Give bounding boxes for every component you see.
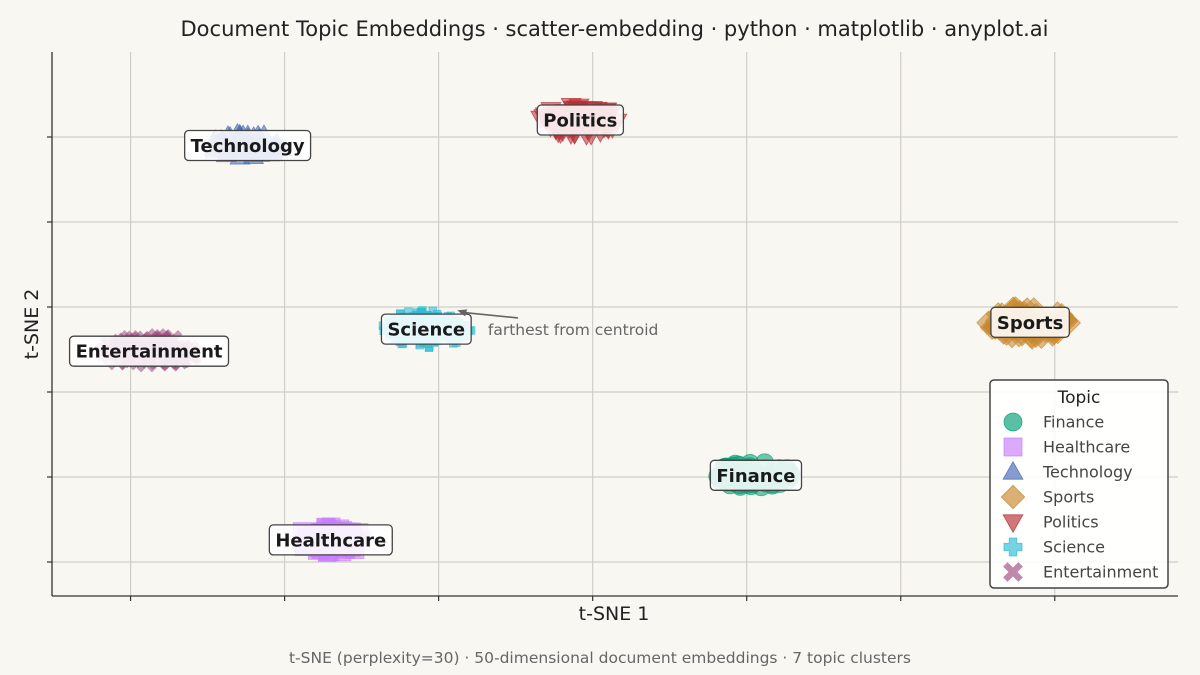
y-axis-label: t-SNE 2 [21,289,43,360]
cluster-label-box [990,306,1070,338]
cluster-label-science: Science [380,313,472,345]
legend-marker-science [1003,537,1023,557]
legend-entry-sports: Sports [1043,488,1094,507]
legend-entry-entertainment: Entertainment [1043,563,1158,582]
chart-title: Document Topic Embeddings · scatter-embe… [180,17,1049,41]
cluster-label-text: Finance [716,466,795,487]
legend-marker-politics [1002,514,1024,534]
cluster-label-text: Technology [191,136,305,157]
legend-marker-finance [1003,412,1023,432]
annotation: farthest from centroid [457,309,658,339]
cluster-label-healthcare: Healthcare [268,524,393,556]
legend-entry-science: Science [1043,538,1105,557]
x-axis-label: t-SNE 1 [579,603,650,625]
legend-entry-technology: Technology [1042,463,1133,482]
cluster-label-text: Entertainment [76,342,223,363]
cluster-label-box [709,459,803,491]
legend-entry-finance: Finance [1043,413,1104,432]
axes [47,52,1178,601]
cluster-label-box [536,104,625,136]
cluster-label-finance: Finance [709,459,803,491]
legend-marker-entertainment [1003,562,1023,582]
annotation-text: farthest from centroid [488,321,658,339]
legend-marker-sports [1000,484,1026,510]
cluster-label-text: Healthcare [275,530,386,551]
caption: t-SNE (perplexity=30) · 50-dimensional d… [288,649,911,667]
legend: Topic Finance Healthcare Technology Sports Po… [989,379,1169,589]
annotation-arrowhead [457,309,468,317]
cluster-label-box [68,335,230,367]
cluster-labels: Finance Healthcare Technology Sports Politic… [68,104,1070,556]
legend-marker-technology [1002,460,1024,480]
cluster-label-technology: Technology [184,129,312,162]
cluster-label-text: Politics [543,111,617,132]
cluster-label-text: Science [387,320,465,341]
legend-marker-healthcare [1003,437,1023,457]
cluster-label-sports: Sports [990,306,1070,338]
legend-box [989,379,1169,589]
cluster-label-box [184,129,312,162]
legend-entry-healthcare: Healthcare [1043,438,1130,457]
legend-entry-politics: Politics [1043,513,1099,532]
cluster-label-box [268,524,393,556]
annotation-arrow [463,311,519,319]
cluster-label-text: Sports [997,313,1063,334]
legend-title: Topic [1057,388,1101,408]
cluster-label-box [380,313,472,345]
cluster-label-politics: Politics [536,104,625,136]
cluster-label-entertainment: Entertainment [68,335,230,367]
scatter-plot: Finance Healthcare Technology Sports Politic… [21,52,1178,625]
